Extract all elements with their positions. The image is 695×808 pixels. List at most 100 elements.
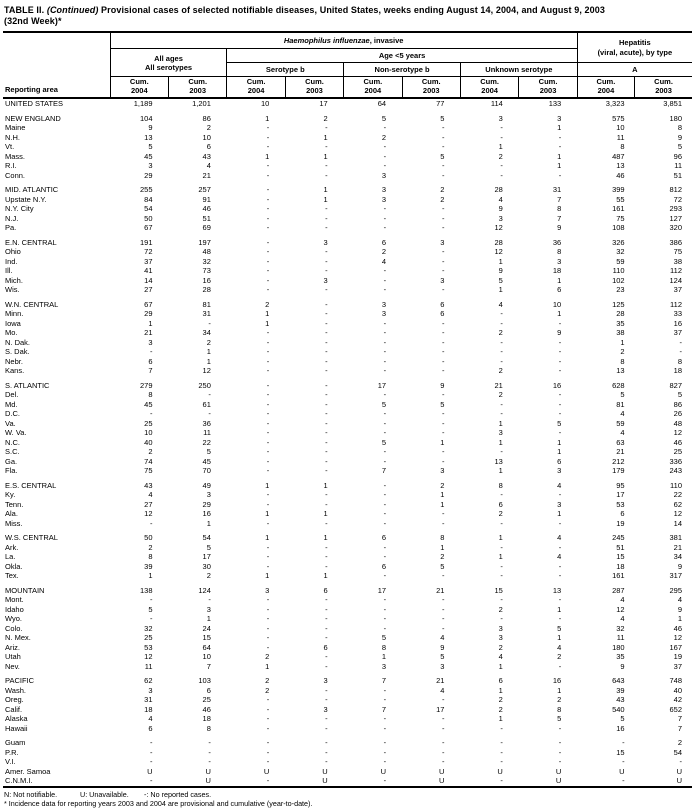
value-cell: 54 (144, 204, 153, 213)
value-cell: - (266, 328, 270, 337)
value-cell: 96 (673, 151, 682, 161)
value-cell: 6 (557, 285, 562, 294)
value-cell: - (325, 161, 328, 170)
value-cell: 326 (612, 237, 625, 247)
value-cell: 2 (265, 676, 270, 685)
value-cell: - (558, 723, 562, 733)
value-cell: 1 (323, 480, 328, 490)
value-cell: - (150, 757, 153, 766)
value-cell: 243 (669, 466, 682, 475)
value-cell: 2 (148, 542, 153, 552)
value-cell: 212 (612, 456, 625, 466)
reporting-area-cell: Alaska (5, 714, 28, 723)
value-cell: U (676, 766, 682, 776)
table-row: PACIFIC 62 103 2 3 7 21 6 16 643 748 (3, 676, 692, 686)
value-cell: 1 (498, 466, 503, 475)
value-cell: 3 (148, 685, 153, 695)
value-cell: 7 (381, 704, 387, 714)
value-cell: 1 (498, 418, 503, 428)
value-cell: 21 (494, 380, 503, 390)
table-row: S. ATLANTIC 279 250 - - 17 9 21 16 628 827 (3, 381, 692, 391)
value-cell: 51 (202, 213, 211, 223)
value-cell: 9 (677, 604, 682, 614)
value-cell: 45 (144, 399, 153, 409)
value-cell: 4 (440, 633, 445, 642)
value-cell: - (266, 161, 270, 170)
value-cell: - (558, 595, 562, 604)
table-row: E.N. CENTRAL 191 197-3 6 3 28 36 326 386 (3, 238, 692, 248)
value-cell: 110 (670, 480, 682, 490)
value-cell: - (500, 518, 503, 528)
value-cell: 386 (669, 237, 682, 247)
column-group-age-under-5: Age <5 years (226, 48, 578, 63)
value-cell: 1 (557, 161, 562, 170)
value-cell: 11 (616, 633, 625, 642)
value-cell: - (325, 170, 328, 180)
value-cell: - (441, 695, 445, 704)
reporting-area-cell: Tenn. (5, 499, 24, 509)
value-cell: 336 (669, 456, 682, 466)
value-cell: - (500, 161, 503, 170)
value-cell: 6 (440, 309, 445, 318)
value-cell: 1 (265, 533, 270, 542)
value-cell: - (558, 757, 562, 766)
value-cell: 4 (557, 480, 562, 490)
value-cell: 27 (144, 285, 153, 294)
value-cell: - (558, 347, 562, 356)
value-cell: 35 (616, 318, 625, 328)
value-cell: 3 (498, 213, 503, 223)
value-cell: - (500, 409, 503, 418)
value-cell: - (266, 204, 270, 213)
reporting-area-cell: Wash. (5, 685, 26, 695)
value-cell: 8 (677, 123, 682, 132)
value-cell: 3 (148, 337, 153, 347)
value-cell: - (441, 409, 445, 418)
value-cell: 59 (616, 418, 625, 428)
value-cell: - (266, 213, 270, 223)
value-cell: - (266, 614, 270, 623)
reporting-area-cell: C.N.M.I. (5, 776, 33, 785)
value-cell: 18 (616, 561, 625, 571)
value-cell: 12 (494, 247, 503, 256)
value-cell: 37 (673, 285, 682, 294)
table-row: Pa. 67 69 - - - - 12 9 108 320 (3, 223, 692, 233)
table-row: Amer. Samoa U U U U U U U U U U (3, 767, 692, 777)
table-row: Hawaii 6 8 - - - - - - 16 7 (3, 724, 692, 734)
value-cell: 55 (616, 194, 625, 204)
value-cell: 12 (144, 652, 153, 661)
value-cell: 3 (381, 185, 387, 194)
hflu-species-label: Haemophilus influenzae (283, 36, 370, 45)
value-cell: - (325, 213, 328, 223)
value-cell: - (266, 285, 270, 294)
reporting-area-cell: Wyo. (5, 614, 23, 623)
reporting-area-cell: Mo. (5, 328, 18, 337)
value-cell: - (150, 518, 153, 528)
reporting-area-cell: W. Va. (5, 428, 27, 437)
value-cell: 31 (202, 309, 211, 318)
value-cell: - (441, 328, 445, 337)
value-cell: 21 (202, 170, 211, 180)
value-cell: 3 (206, 604, 211, 614)
table-row: Ark. 2 5 - - - 1 - - 51 21 (3, 543, 692, 553)
value-cell: 1 (557, 685, 562, 695)
reporting-area-cell: Del. (5, 390, 19, 399)
value-cell: 279 (139, 380, 153, 390)
reporting-area-cell: Fla. (5, 466, 18, 475)
value-cell: 114 (490, 99, 503, 108)
value-cell: 1 (677, 614, 682, 623)
value-cell: 17 (377, 380, 387, 390)
table-row: N.Y. City 54 46 - - - - 9 8 161 293 (3, 204, 692, 214)
value-cell: 748 (669, 676, 682, 685)
value-cell: 6 (148, 356, 153, 366)
value-cell: - (441, 614, 445, 623)
value-cell: - (500, 595, 503, 604)
value-cell: - (325, 285, 328, 294)
value-cell: 1 (323, 185, 328, 194)
table-row: Alaska 4 18 - - - - 1 5 5 7 (3, 714, 692, 724)
reporting-area-cell: E.S. CENTRAL (5, 480, 57, 490)
table-title-text: Provisional cases of selected notifiable… (98, 5, 605, 15)
column-header-cum-2003: Cum. 2003 (518, 76, 578, 99)
value-cell: - (266, 275, 270, 285)
value-cell: 1 (265, 480, 270, 490)
value-cell: - (383, 151, 387, 161)
